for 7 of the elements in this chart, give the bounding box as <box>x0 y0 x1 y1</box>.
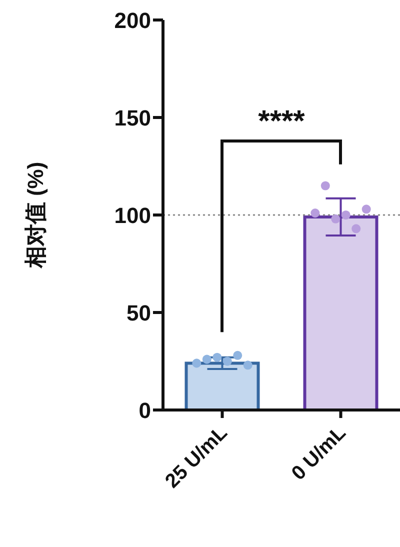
y-tick-label: 50 <box>126 300 151 326</box>
y-tick-label: 150 <box>114 105 151 130</box>
y-tick-label: 200 <box>114 8 151 33</box>
y-axis-title: 相对值 (%) <box>22 162 48 270</box>
y-tick-label: 100 <box>114 202 151 228</box>
annotation: **** <box>258 105 306 138</box>
y-tick-label: 0 <box>138 398 151 423</box>
